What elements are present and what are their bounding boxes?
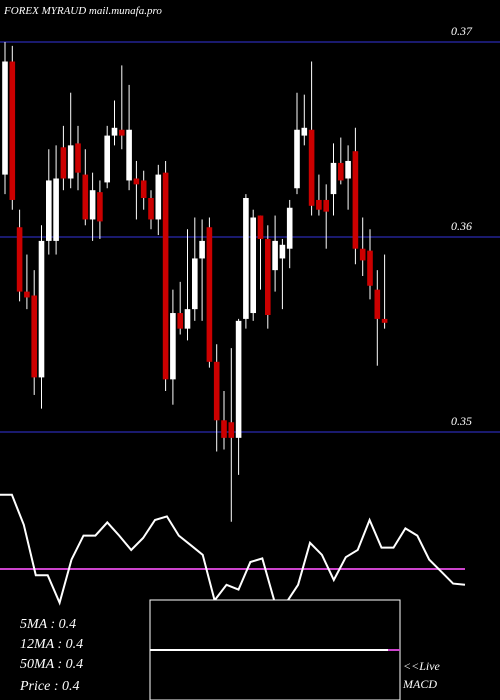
indicator-label: 5MA : 0.4 [20,617,76,632]
candle-body [119,129,125,136]
annotation: <<Live [403,659,441,673]
candle-body [9,61,16,200]
candle-body [272,240,278,271]
candle-body [323,199,329,212]
candle-body [374,289,381,319]
candle-body [279,244,286,259]
candle-body [31,295,37,378]
candle-body [243,198,249,319]
annotation: MACD [402,677,437,691]
candle-body [359,248,366,261]
candle-body [213,361,220,421]
candle-body [206,227,213,362]
candle-body [140,180,147,198]
candle-body [294,129,300,189]
candle-body [228,422,235,438]
candle-body [155,174,162,220]
candle-body [235,320,242,438]
candle-body [60,147,67,179]
candle-body [257,215,264,239]
indicator-line [0,493,466,606]
candle-body [170,313,176,380]
indicator-label: Price : 0.4 [19,679,79,694]
candle-body [126,129,132,181]
candle-body [301,127,308,136]
candle-body [352,151,359,249]
candle-body [330,162,337,195]
candle-body [345,160,351,179]
candle-body [104,135,110,183]
candle-body [308,129,315,206]
candle-body [192,258,198,310]
candle-body [338,162,344,181]
candle-body [53,178,59,241]
candle-body [286,207,293,249]
candle-body [199,240,205,259]
candle-body [16,227,23,292]
candle-body [111,127,118,136]
y-tick-label: 0.36 [451,219,472,233]
indicator-label: 12MA : 0.4 [20,637,83,652]
y-tick-label: 0.35 [451,414,472,428]
candle-body [97,192,103,222]
candle-body [89,190,96,220]
candle-body [67,145,74,179]
chart-title: FOREX MYRAUD mail.munafa.pro [3,5,162,17]
candle-body [162,172,169,380]
candle-body [75,143,81,173]
candle-body [184,309,191,329]
candle-body [250,217,256,314]
candle-body [177,313,183,329]
candle-body [316,199,322,210]
candle-body [82,174,89,220]
candle-body [38,240,45,378]
candle-body [148,198,154,220]
candle-body [367,250,373,286]
candle-body [265,238,271,315]
candle-body [24,291,30,298]
candle-body [2,61,8,175]
candle-body [133,178,140,185]
candle-body [46,180,52,241]
y-tick-label: 0.37 [451,24,473,38]
candle-body [221,420,227,438]
candle-body [381,318,388,323]
indicator-label: 50MA : 0.4 [20,657,83,672]
